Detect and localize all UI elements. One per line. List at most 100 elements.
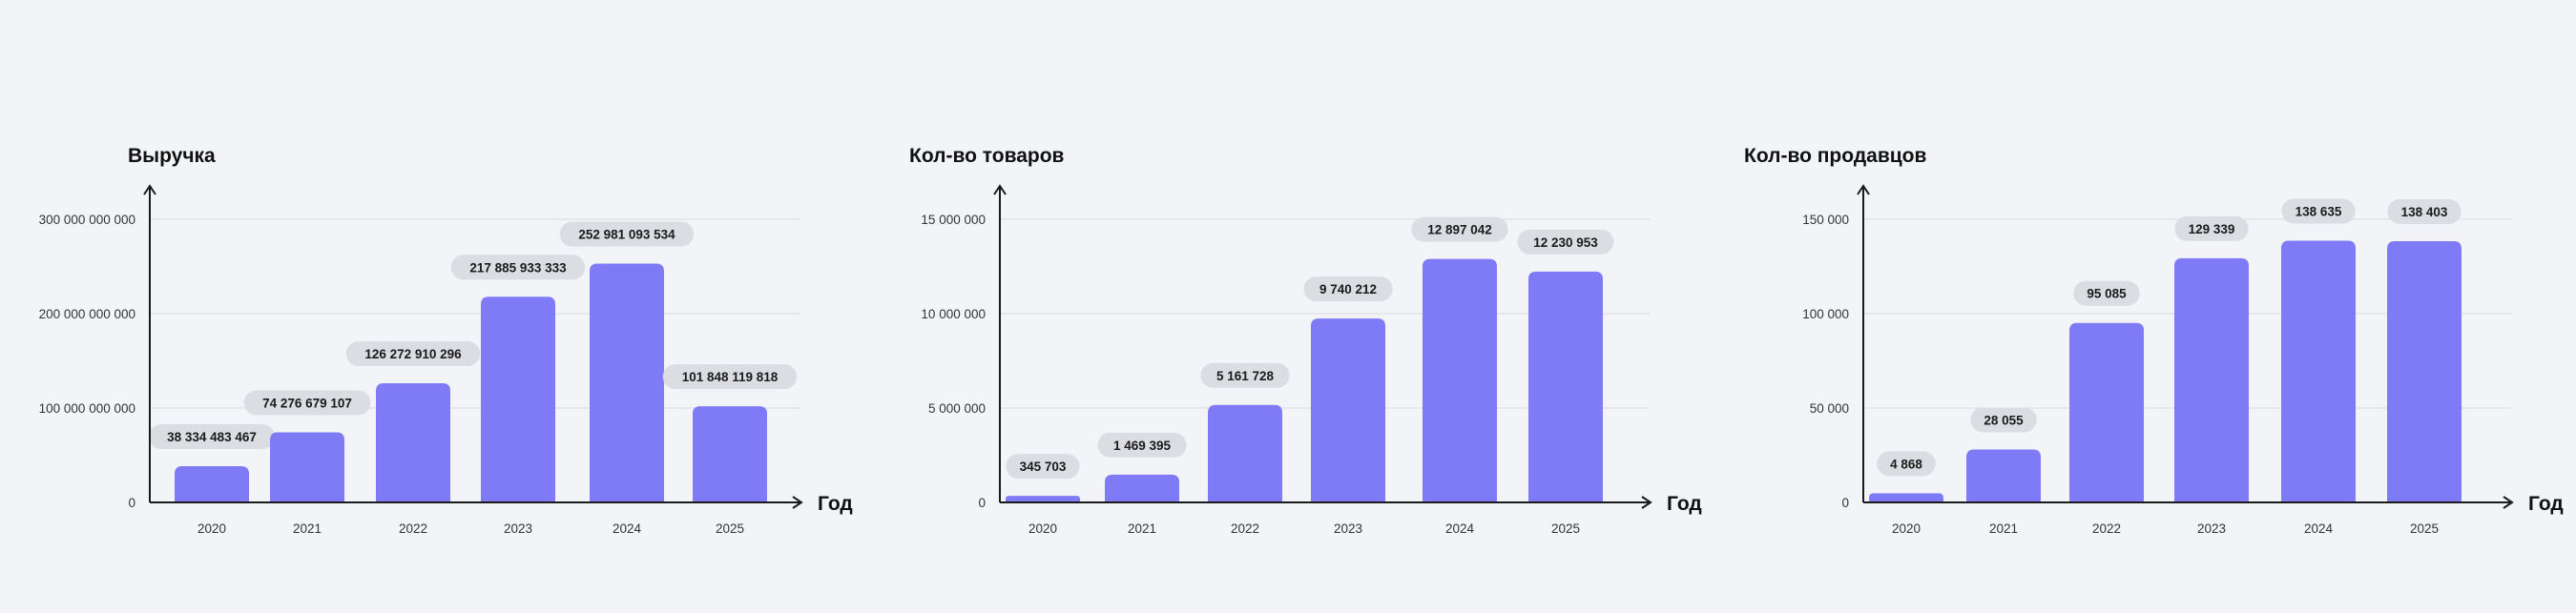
value-label-pill [1006, 454, 1080, 480]
x-tick-label: 2021 [293, 521, 322, 536]
value-label-pill [2387, 198, 2462, 224]
y-tick-label: 150 000 [1802, 213, 1849, 227]
x-tick-label: 2021 [1128, 521, 1156, 536]
value-label: 4 868 [1890, 457, 1922, 471]
bar-2022 [376, 382, 450, 502]
value-label-pill [1970, 407, 2037, 433]
y-tick-label: 5 000 000 [928, 401, 986, 416]
value-label: 138 635 [2296, 205, 2342, 219]
bar-2024 [2281, 240, 2356, 503]
value-label: 5 161 728 [1216, 369, 1275, 383]
x-tick-label: 2020 [197, 521, 226, 536]
y-tick-label: 200 000 000 000 [39, 307, 135, 321]
chart-title: Кол-во продавцов [1744, 145, 1926, 167]
bar-2022 [2069, 322, 2144, 502]
bar-2020 [1006, 496, 1080, 502]
value-label-pill [2281, 198, 2356, 224]
value-label: 1 469 395 [1113, 439, 1172, 453]
value-label-pill [148, 424, 276, 450]
bar-2023 [481, 296, 555, 502]
bar-2023 [1311, 318, 1385, 502]
value-label-pill [450, 255, 586, 280]
x-axis-arrow [792, 496, 803, 509]
bar-2024 [590, 263, 664, 502]
value-label: 345 703 [1020, 460, 1067, 474]
value-label-pill [1877, 451, 1936, 477]
y-tick-label: 10 000 000 [921, 307, 986, 321]
x-tick-label: 2020 [1028, 521, 1057, 536]
x-tick-label: 2025 [2410, 521, 2439, 536]
bar-2021 [1105, 474, 1179, 502]
x-axis-arrow [2503, 496, 2514, 509]
x-tick-label: 2025 [1551, 521, 1580, 536]
y-tick-label: 0 [978, 496, 986, 510]
bar-2021 [270, 432, 344, 502]
value-label: 12 230 953 [1533, 235, 1598, 250]
x-tick-label: 2024 [1445, 521, 1475, 536]
x-tick-label: 2025 [716, 521, 744, 536]
bar-2020 [1869, 493, 1943, 502]
bar-2025 [693, 406, 767, 502]
bar-2020 [175, 466, 249, 502]
value-label-pill [1303, 276, 1393, 302]
value-label: 101 848 119 818 [682, 370, 779, 384]
x-tick-label: 2024 [2304, 521, 2334, 536]
bar-2025 [2387, 240, 2462, 502]
value-label-pill [345, 340, 481, 366]
x-tick-label: 2022 [1231, 521, 1259, 536]
bar-2022 [1208, 404, 1282, 502]
value-label-pill [1411, 216, 1508, 242]
chart-1: Выручка 0 100 000 000 000 200 000 000 000 30… [39, 145, 853, 536]
x-tick-label: 2021 [1989, 521, 2018, 536]
y-axis-arrow [143, 184, 156, 195]
value-label: 28 055 [1984, 413, 2024, 427]
value-label: 138 403 [2401, 205, 2448, 219]
x-tick-label: 2023 [504, 521, 532, 536]
y-tick-label: 300 000 000 000 [39, 213, 135, 227]
chart-2: Кол-во товаров 0 5 000 000 10 000 000 15 000… [909, 145, 1702, 536]
y-tick-label: 100 000 000 000 [39, 401, 135, 416]
value-label: 95 085 [2087, 287, 2127, 301]
x-tick-label: 2022 [399, 521, 427, 536]
x-axis-title: Год [1667, 493, 1702, 515]
x-tick-label: 2023 [1334, 521, 1362, 536]
y-tick-label: 50 000 [1810, 401, 1849, 416]
bar-2025 [1528, 271, 1603, 502]
value-label-pill [243, 390, 371, 416]
bar-2021 [1966, 449, 2041, 502]
value-label: 74 276 679 107 [262, 396, 352, 410]
y-axis-arrow [993, 184, 1007, 195]
value-label: 126 272 910 296 [364, 347, 462, 361]
value-label: 9 740 212 [1319, 282, 1377, 296]
value-label-pill [662, 364, 798, 390]
x-tick-label: 2022 [2092, 521, 2121, 536]
value-label-pill [1200, 362, 1290, 388]
x-axis-title: Год [818, 493, 853, 515]
x-axis-arrow [1641, 496, 1652, 509]
value-label-pill [1517, 229, 1614, 255]
value-label: 38 334 483 467 [167, 430, 257, 444]
x-tick-label: 2023 [2197, 521, 2226, 536]
value-label-pill [559, 221, 695, 247]
chart-3: Кол-во продавцов 0 50 000 100 000 150 000 4 8… [1744, 145, 2564, 536]
chart-title: Выручка [128, 145, 216, 167]
y-tick-label: 0 [128, 496, 135, 510]
value-label: 217 885 933 333 [469, 260, 567, 275]
value-label-pill [2174, 215, 2249, 241]
x-tick-label: 2020 [1892, 521, 1921, 536]
x-axis-title: Год [2528, 493, 2564, 515]
y-axis-arrow [1857, 184, 1870, 195]
y-tick-label: 15 000 000 [921, 213, 986, 227]
x-tick-label: 2024 [613, 521, 642, 536]
value-label-pill [1097, 432, 1187, 458]
bar-2024 [1423, 258, 1497, 502]
chart-title: Кол-во товаров [909, 145, 1065, 167]
value-label: 12 897 042 [1427, 223, 1492, 237]
value-label-pill [2073, 280, 2140, 306]
bar-2023 [2174, 257, 2249, 502]
value-label: 129 339 [2189, 222, 2235, 236]
y-tick-label: 100 000 [1802, 307, 1849, 321]
value-label: 252 981 093 534 [578, 228, 675, 242]
y-tick-label: 0 [1841, 496, 1849, 510]
